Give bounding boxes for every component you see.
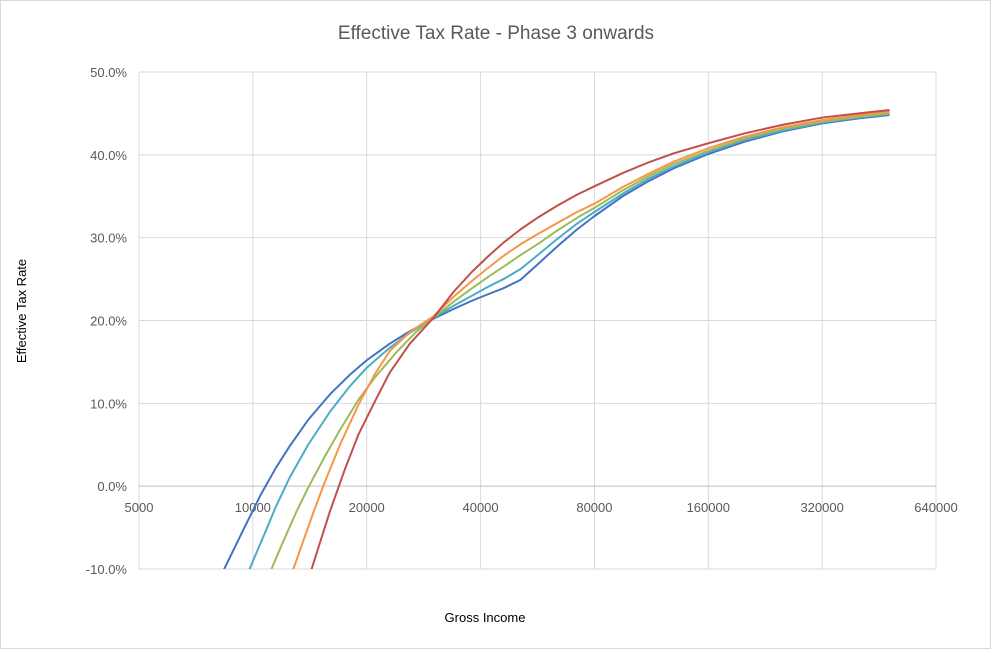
x-tick-label: 160000 <box>687 500 730 515</box>
axes: -10.0% 0.0% 10.0% 20.0% 30.0% 40.0% 50.0% 5000 1… <box>86 65 958 577</box>
x-tick-label: 5000 <box>125 500 154 515</box>
series-line-3 <box>270 112 890 569</box>
x-tick-label: 40000 <box>462 500 498 515</box>
x-tick-label: 320000 <box>800 500 843 515</box>
y-tick-label: 0.0% <box>97 479 127 494</box>
x-tick-label: 10000 <box>235 500 271 515</box>
y-tick-label: 50.0% <box>90 65 127 80</box>
series-line-1 <box>223 114 890 569</box>
x-tick-label: 80000 <box>576 500 612 515</box>
x-tick-label: 20000 <box>349 500 385 515</box>
x-tick-label: 640000 <box>914 500 957 515</box>
x-axis-title: Gross Income <box>445 610 526 625</box>
gridlines <box>138 71 937 570</box>
y-tick-label: 40.0% <box>90 148 127 163</box>
series-line-2 <box>248 113 890 569</box>
y-tick-label: 20.0% <box>90 314 127 329</box>
chart-title: Effective Tax Rate - Phase 3 onwards <box>338 23 654 44</box>
y-tick-label: 10.0% <box>90 396 127 411</box>
y-axis-title: Effective Tax Rate <box>14 259 29 363</box>
series-lines <box>223 109 890 569</box>
y-tick-label: -10.0% <box>86 562 128 577</box>
y-tick-label: 30.0% <box>90 231 127 246</box>
series-line-5 <box>310 109 890 569</box>
series-line-4 <box>292 110 890 569</box>
